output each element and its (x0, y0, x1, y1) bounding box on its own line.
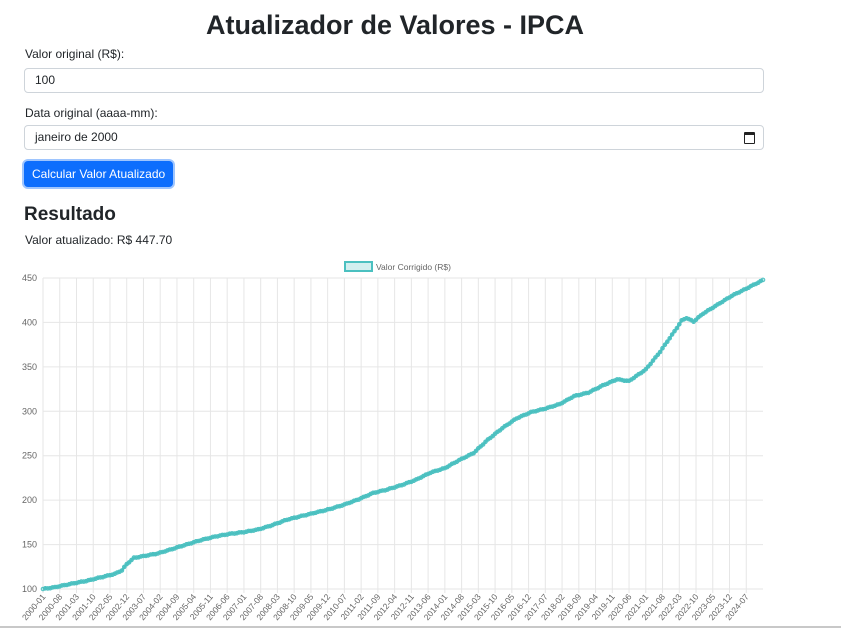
legend-swatch (344, 261, 373, 272)
y-tick-label: 400 (22, 317, 37, 327)
window-bottom-edge (0, 626, 841, 628)
date-input[interactable]: janeiro de 2000 (24, 125, 764, 150)
line-chart: 1001502002503003504004502000-012000-0820… (20, 261, 766, 622)
y-tick-label: 350 (22, 362, 37, 372)
data-point (657, 349, 663, 355)
page-title: Atualizador de Valores - IPCA (205, 10, 585, 40)
data-point (648, 361, 653, 367)
value-input[interactable]: 100 (24, 68, 764, 93)
data-point (677, 322, 682, 327)
date-input-text: janeiro de 2000 (35, 130, 118, 144)
data-point (667, 336, 673, 341)
calendar-icon[interactable] (744, 132, 755, 144)
data-point (122, 564, 127, 570)
date-label: Data original (aaaa-mm): (25, 106, 158, 120)
result-prefix: Valor atualizado: (25, 233, 114, 247)
data-point (669, 332, 675, 337)
y-tick-label: 250 (22, 451, 37, 461)
y-tick-label: 450 (22, 273, 37, 283)
y-tick-label: 300 (22, 406, 37, 416)
data-point (665, 339, 670, 344)
calculate-button[interactable]: Calcular Valor Atualizado (24, 161, 174, 187)
result-value: R$ 447.70 (116, 233, 173, 247)
value-label: Valor original (R$): (25, 47, 125, 61)
legend-label: Valor Corrigido (R$) (376, 262, 451, 272)
data-point (643, 366, 649, 372)
y-tick-label: 200 (22, 495, 37, 505)
data-point (480, 442, 486, 447)
data-point (760, 277, 766, 283)
y-tick-label: 100 (22, 584, 37, 594)
data-point (655, 352, 661, 358)
data-point (662, 342, 668, 347)
data-point (672, 328, 677, 334)
data-point (650, 358, 656, 363)
data-point (674, 325, 680, 331)
data-point (660, 345, 665, 351)
series-line (42, 278, 764, 591)
result-heading: Resultado (24, 204, 116, 225)
data-point (119, 568, 125, 573)
y-tick-label: 150 (22, 540, 37, 550)
result-line: Valor atualizado: R$ 447.70 (25, 233, 172, 247)
value-input-text: 100 (35, 73, 56, 87)
